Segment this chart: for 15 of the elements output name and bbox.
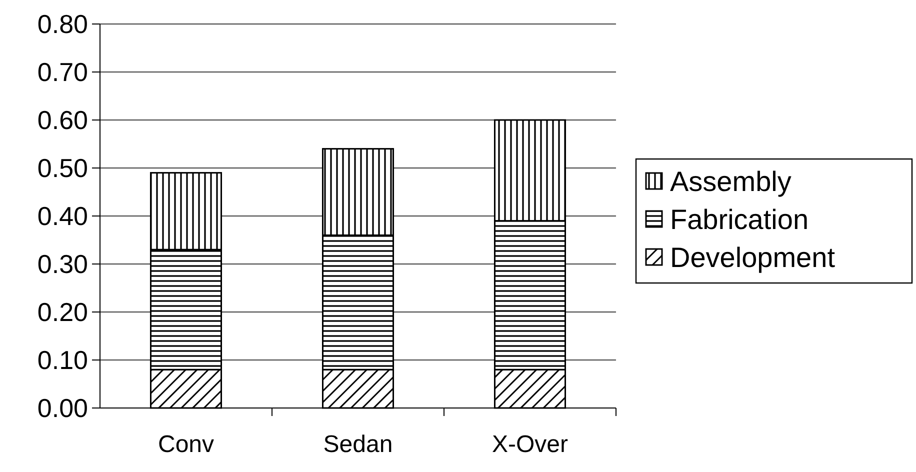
y-tick-label: 0.70 xyxy=(37,57,88,88)
x-tick-label: X-Over xyxy=(492,431,568,458)
y-tick-label: 0.60 xyxy=(37,105,88,136)
x-tick-label: Conv xyxy=(158,431,214,458)
legend-label: Fabrication xyxy=(670,204,809,235)
y-tick-label: 0.80 xyxy=(37,9,88,40)
legend-label: Assembly xyxy=(670,166,792,197)
y-tick-label: 0.40 xyxy=(37,201,88,232)
y-tick-label: 0.00 xyxy=(37,393,88,424)
x-tick-label: Sedan xyxy=(323,431,393,458)
legend-label: Development xyxy=(670,242,836,273)
y-tick-label: 0.50 xyxy=(37,153,88,184)
y-tick-label: 0.10 xyxy=(37,345,88,376)
y-tick-label: 0.30 xyxy=(37,249,88,280)
y-tick-label: 0.20 xyxy=(37,297,88,328)
